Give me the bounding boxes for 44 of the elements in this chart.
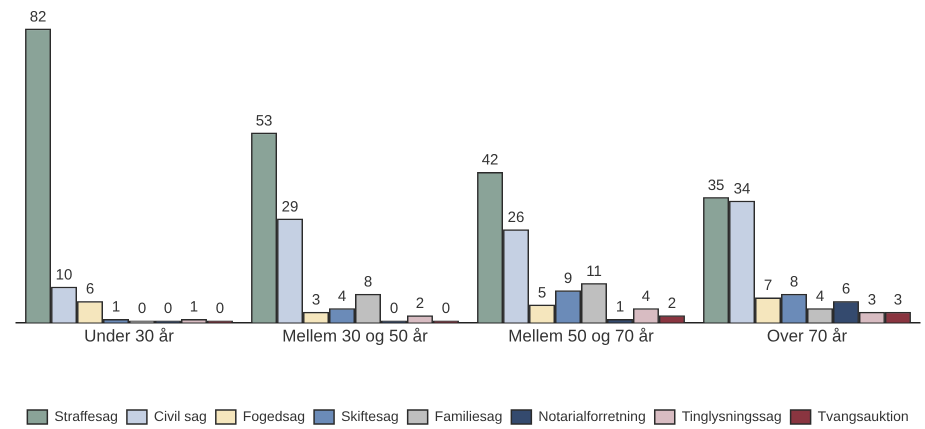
data-label: 1 xyxy=(112,298,120,316)
legend-label: Skiftesag xyxy=(341,408,399,424)
data-label: 6 xyxy=(86,280,94,298)
legend-label: Tinglysningssag xyxy=(682,408,782,424)
data-label: 53 xyxy=(256,112,272,130)
data-label: 34 xyxy=(734,180,750,198)
data-label: 82 xyxy=(30,8,46,26)
data-label: 0 xyxy=(164,300,172,318)
data-label: 1 xyxy=(190,298,198,316)
data-label: 42 xyxy=(482,152,498,169)
legend-label: Fogedsag xyxy=(242,408,306,424)
data-label: 29 xyxy=(282,198,298,216)
data-label: 9 xyxy=(564,270,572,287)
data-label: 0 xyxy=(216,300,224,318)
x-tick-label: Under 30 år xyxy=(84,326,174,346)
legend-label: Tvangsauktion xyxy=(818,408,909,424)
x-tick-label: Over 70 år xyxy=(766,326,848,346)
data-label: 6 xyxy=(842,280,850,298)
data-label: 8 xyxy=(790,274,798,291)
data-label: 11 xyxy=(586,262,602,280)
data-label: 3 xyxy=(312,291,320,308)
data-label: 10 xyxy=(56,266,72,284)
data-label: 1 xyxy=(616,298,624,316)
data-label: 3 xyxy=(894,291,902,308)
x-tick-label: Mellem 30 og 50 år xyxy=(282,326,428,346)
data-label: 3 xyxy=(868,291,876,308)
data-label: 2 xyxy=(416,295,424,312)
data-label: 0 xyxy=(390,300,398,318)
data-label: 2 xyxy=(668,295,676,312)
data-label: 0 xyxy=(442,300,450,318)
data-label: 7 xyxy=(764,277,772,294)
x-tick-label: Mellem 50 og 70 år xyxy=(508,326,654,346)
data-label: 4 xyxy=(338,288,346,305)
data-label: 5 xyxy=(538,284,546,302)
data-label: 4 xyxy=(642,288,650,305)
data-label: 35 xyxy=(708,176,724,194)
legend-label: Familiesag xyxy=(434,408,502,424)
data-label: 8 xyxy=(364,274,372,291)
legend-label: Straffesag xyxy=(54,408,118,424)
data-label: 4 xyxy=(816,288,824,305)
data-label: 0 xyxy=(138,300,146,318)
data-label: 26 xyxy=(508,209,524,226)
legend-label: Civil sag xyxy=(154,408,207,424)
legend-label: Notarialforretning xyxy=(538,408,646,424)
